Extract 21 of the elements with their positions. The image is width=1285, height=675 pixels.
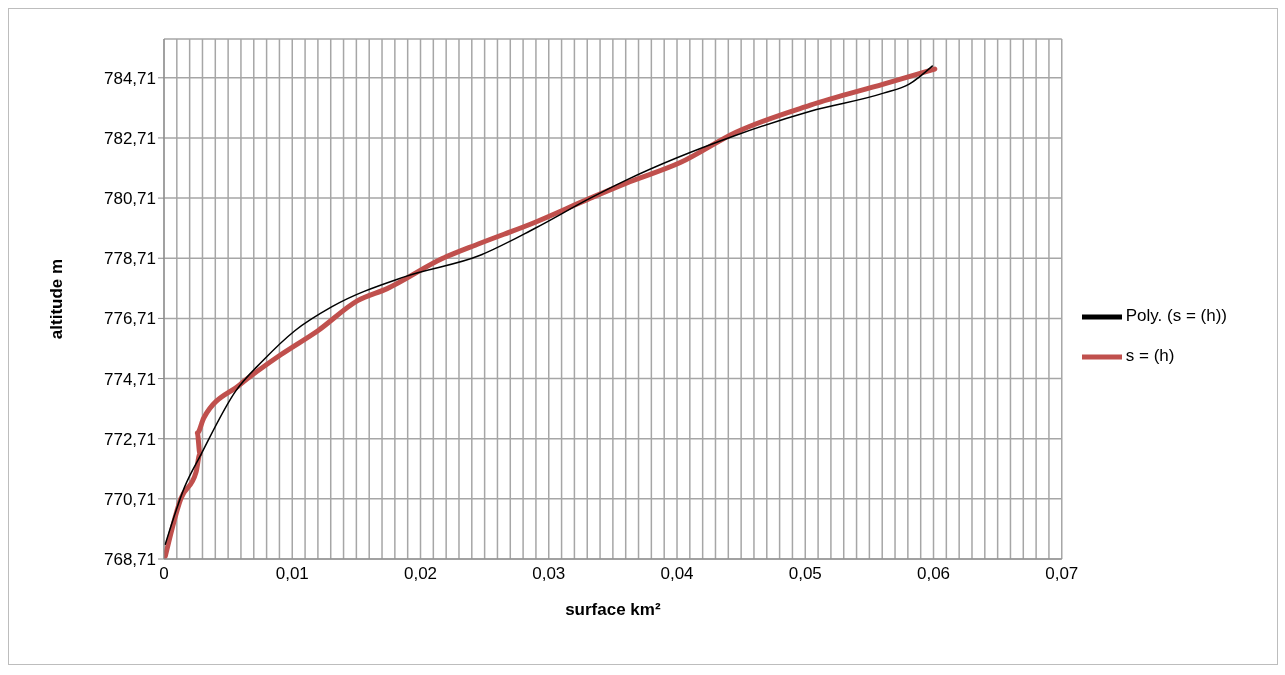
- y-tick-label: 770,71: [104, 489, 156, 509]
- x-tick-label: 0,07: [1045, 564, 1079, 584]
- y-tick-label: 784,71: [104, 68, 156, 88]
- y-tick-label: 774,71: [104, 369, 156, 389]
- y-tick-label: 776,71: [104, 309, 156, 329]
- y-axis-title: altitude m: [47, 258, 67, 340]
- x-tick-label: 0,05: [788, 564, 822, 584]
- legend-label: Poly. (s = (h)): [1125, 305, 1227, 325]
- x-tick-label: 0,01: [275, 564, 309, 584]
- y-tick-label: 780,71: [104, 189, 156, 209]
- x-tick-label: 0: [159, 564, 169, 584]
- x-tick-label: 0,02: [403, 564, 438, 584]
- x-tick-label: 0,06: [916, 564, 951, 584]
- x-tick-label: 0,03: [532, 564, 566, 584]
- y-tick-label: 768,71: [104, 550, 156, 570]
- x-tick-label: 0,04: [660, 564, 694, 584]
- y-tick-label: 772,71: [104, 429, 156, 449]
- y-tick-label: 778,71: [104, 249, 156, 269]
- y-tick-label: 782,71: [104, 128, 156, 148]
- legend-label: s = (h): [1125, 345, 1175, 365]
- x-axis-title: surface km²: [565, 600, 661, 619]
